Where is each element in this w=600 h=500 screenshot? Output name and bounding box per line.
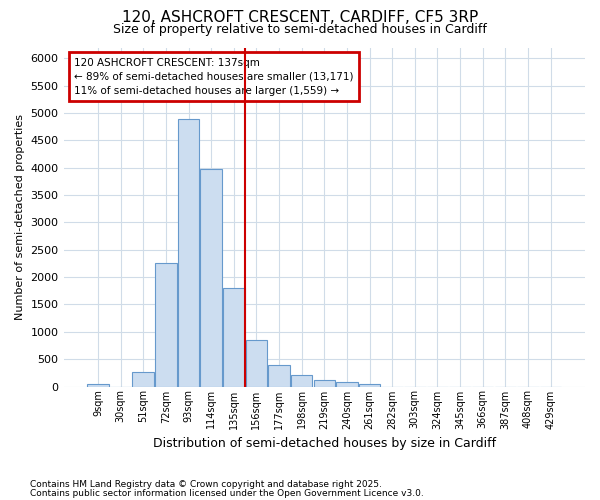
Bar: [291, 375, 313, 386]
Bar: [200, 169, 222, 386]
Bar: [359, 384, 380, 386]
Bar: [245, 340, 267, 386]
Bar: [87, 384, 109, 386]
Text: Size of property relative to semi-detached houses in Cardiff: Size of property relative to semi-detach…: [113, 22, 487, 36]
Bar: [268, 365, 290, 386]
Bar: [133, 372, 154, 386]
Text: 120 ASHCROFT CRESCENT: 137sqm
← 89% of semi-detached houses are smaller (13,171): 120 ASHCROFT CRESCENT: 137sqm ← 89% of s…: [74, 58, 353, 96]
Text: 120, ASHCROFT CRESCENT, CARDIFF, CF5 3RP: 120, ASHCROFT CRESCENT, CARDIFF, CF5 3RP: [122, 10, 478, 25]
Bar: [155, 264, 176, 386]
Y-axis label: Number of semi-detached properties: Number of semi-detached properties: [15, 114, 25, 320]
Bar: [336, 382, 358, 386]
Bar: [314, 380, 335, 386]
Bar: [223, 288, 245, 386]
Text: Contains public sector information licensed under the Open Government Licence v3: Contains public sector information licen…: [30, 488, 424, 498]
X-axis label: Distribution of semi-detached houses by size in Cardiff: Distribution of semi-detached houses by …: [153, 437, 496, 450]
Text: Contains HM Land Registry data © Crown copyright and database right 2025.: Contains HM Land Registry data © Crown c…: [30, 480, 382, 489]
Bar: [178, 118, 199, 386]
